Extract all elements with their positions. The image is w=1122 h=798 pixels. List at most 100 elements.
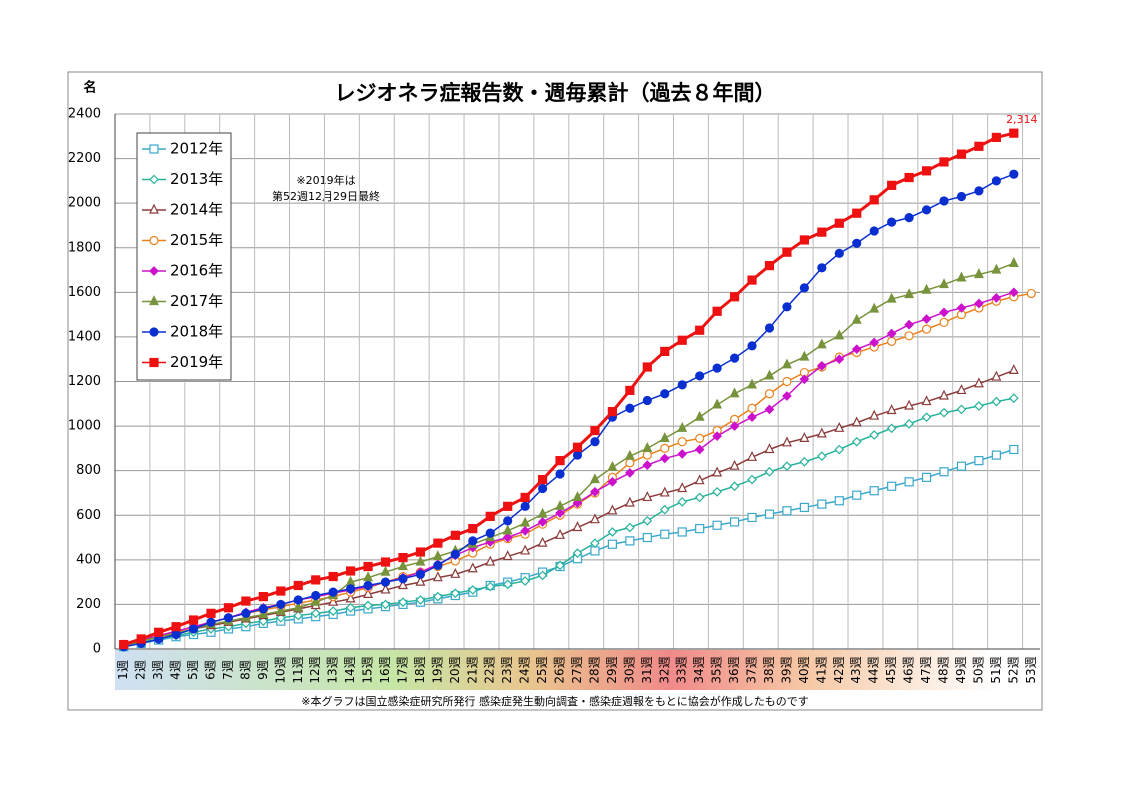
marker bbox=[572, 521, 583, 532]
marker bbox=[782, 247, 792, 257]
marker bbox=[380, 583, 391, 594]
marker bbox=[223, 603, 234, 613]
series-line bbox=[123, 369, 1015, 647]
marker bbox=[816, 451, 827, 462]
marker bbox=[956, 191, 967, 202]
marker bbox=[555, 456, 565, 466]
marker bbox=[764, 323, 775, 333]
x-tick-label: 39週 bbox=[779, 656, 793, 683]
marker bbox=[363, 580, 373, 591]
annotation: ※2019年は bbox=[296, 173, 355, 187]
y-tick-label: 1400 bbox=[68, 329, 101, 344]
marker bbox=[939, 389, 949, 400]
marker bbox=[712, 363, 722, 373]
marker bbox=[537, 570, 548, 581]
marker bbox=[276, 586, 286, 596]
marker bbox=[834, 218, 844, 228]
marker bbox=[607, 504, 618, 515]
marker bbox=[904, 419, 914, 429]
marker bbox=[939, 467, 949, 477]
marker bbox=[433, 538, 443, 548]
marker bbox=[782, 376, 792, 387]
marker bbox=[380, 577, 391, 587]
marker bbox=[607, 539, 618, 549]
x-tick-label: 38週 bbox=[762, 656, 776, 683]
marker bbox=[764, 389, 775, 399]
marker bbox=[642, 460, 653, 470]
marker bbox=[852, 208, 862, 218]
marker bbox=[834, 354, 845, 365]
marker bbox=[537, 483, 548, 494]
marker bbox=[311, 575, 321, 585]
marker bbox=[694, 492, 705, 503]
marker bbox=[398, 579, 408, 590]
marker bbox=[816, 338, 827, 349]
x-tick-label: 17週 bbox=[395, 656, 409, 683]
marker bbox=[589, 513, 600, 524]
marker bbox=[677, 380, 687, 390]
x-tick-label: 11週 bbox=[291, 656, 305, 683]
marker bbox=[781, 436, 792, 447]
marker bbox=[398, 560, 408, 571]
x-tick-label: 1週 bbox=[116, 660, 130, 680]
x-tick-label: 46週 bbox=[902, 656, 916, 683]
marker bbox=[974, 401, 984, 411]
marker bbox=[660, 443, 670, 453]
marker bbox=[799, 283, 809, 293]
marker bbox=[642, 515, 653, 526]
marker bbox=[415, 555, 426, 566]
marker bbox=[869, 226, 879, 236]
marker bbox=[468, 536, 478, 546]
marker bbox=[869, 430, 880, 440]
marker bbox=[537, 536, 548, 547]
marker bbox=[747, 275, 757, 285]
marker bbox=[852, 490, 862, 500]
marker bbox=[729, 292, 740, 302]
marker bbox=[886, 423, 897, 434]
x-tick-label: 35週 bbox=[710, 656, 724, 683]
x-tick-label: 12週 bbox=[308, 656, 322, 683]
marker bbox=[642, 491, 653, 502]
marker bbox=[467, 562, 478, 573]
marker bbox=[154, 627, 164, 637]
marker bbox=[171, 629, 181, 640]
marker bbox=[590, 538, 600, 548]
x-tick-label: 32週 bbox=[657, 656, 671, 683]
marker bbox=[468, 524, 478, 534]
marker bbox=[485, 581, 496, 592]
marker bbox=[136, 634, 146, 644]
marker bbox=[677, 421, 688, 432]
marker bbox=[206, 608, 216, 618]
marker bbox=[729, 421, 740, 431]
marker bbox=[520, 544, 531, 555]
marker bbox=[450, 530, 460, 540]
marker bbox=[747, 378, 757, 389]
marker bbox=[485, 511, 495, 521]
marker bbox=[572, 491, 583, 502]
marker bbox=[241, 608, 251, 618]
marker bbox=[834, 248, 844, 258]
marker bbox=[467, 585, 478, 595]
marker bbox=[555, 528, 566, 539]
marker bbox=[345, 602, 356, 613]
marker bbox=[939, 157, 949, 167]
y-tick-label: 800 bbox=[76, 463, 101, 478]
marker bbox=[764, 260, 775, 271]
chart-title: レジオネラ症報告数・週毎累計（過去８年間） bbox=[335, 81, 776, 105]
y-tick-label: 2000 bbox=[68, 196, 101, 211]
marker bbox=[782, 461, 792, 472]
marker bbox=[625, 468, 635, 478]
x-tick-label: 36週 bbox=[727, 656, 741, 683]
plot: 2,314 bbox=[118, 113, 1038, 652]
marker bbox=[171, 622, 181, 632]
marker bbox=[398, 574, 408, 584]
marker bbox=[149, 327, 159, 337]
marker bbox=[450, 567, 461, 578]
y-tick-label: 1600 bbox=[68, 285, 101, 300]
y-tick-label: 1000 bbox=[68, 419, 101, 434]
marker bbox=[642, 395, 652, 406]
marker bbox=[852, 238, 862, 248]
x-tick-label: 44週 bbox=[867, 656, 881, 683]
x-tick-label: 51週 bbox=[989, 656, 1003, 683]
marker bbox=[956, 149, 967, 159]
